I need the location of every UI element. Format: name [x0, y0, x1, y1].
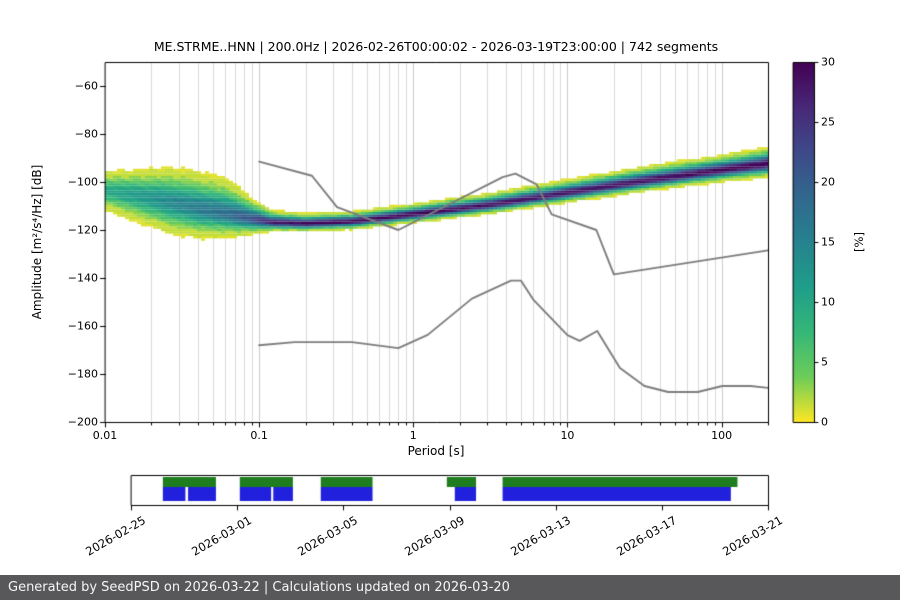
y-tick-label: −60	[74, 79, 98, 93]
plot-title: ME.STRME..HNN | 200.0Hz | 2026-02-26T00:…	[153, 39, 719, 54]
y-tick-label: −180	[67, 367, 98, 381]
colorbar-tick-label: 20	[821, 175, 835, 189]
colorbar-tick-label: 5	[821, 355, 828, 369]
y-tick-label: −100	[67, 175, 98, 189]
y-tick-label: −160	[67, 319, 98, 333]
x-tick-label: 10	[560, 429, 575, 442]
y-tick-label: −140	[67, 271, 98, 285]
colorbar-tick-label: 10	[821, 295, 835, 309]
x-tick-label: 1	[409, 429, 417, 442]
colorbar-tick-label: 30	[821, 55, 835, 69]
y-tick-label: −120	[67, 223, 98, 237]
footer-text: Generated by SeedPSD on 2026-03-22 | Cal…	[8, 580, 510, 595]
y-tick-label: −80	[74, 127, 98, 141]
y-axis-label: Amplitude [m²/s⁴/Hz] [dB]	[30, 164, 44, 320]
footer-bar: Generated by SeedPSD on 2026-03-22 | Cal…	[0, 575, 900, 600]
colorbar-label: [%]	[852, 232, 866, 252]
y-tick-label: −200	[67, 415, 98, 429]
x-tick-label: 0.01	[92, 429, 118, 442]
colorbar-tick-label: 0	[821, 415, 828, 429]
colorbar-tick-label: 25	[821, 115, 835, 129]
colorbar-tick-label: 15	[821, 235, 835, 249]
x-tick-label: 100	[711, 429, 733, 442]
x-axis-label: Period [s]	[407, 444, 465, 458]
x-tick-label: 0.1	[250, 429, 268, 442]
